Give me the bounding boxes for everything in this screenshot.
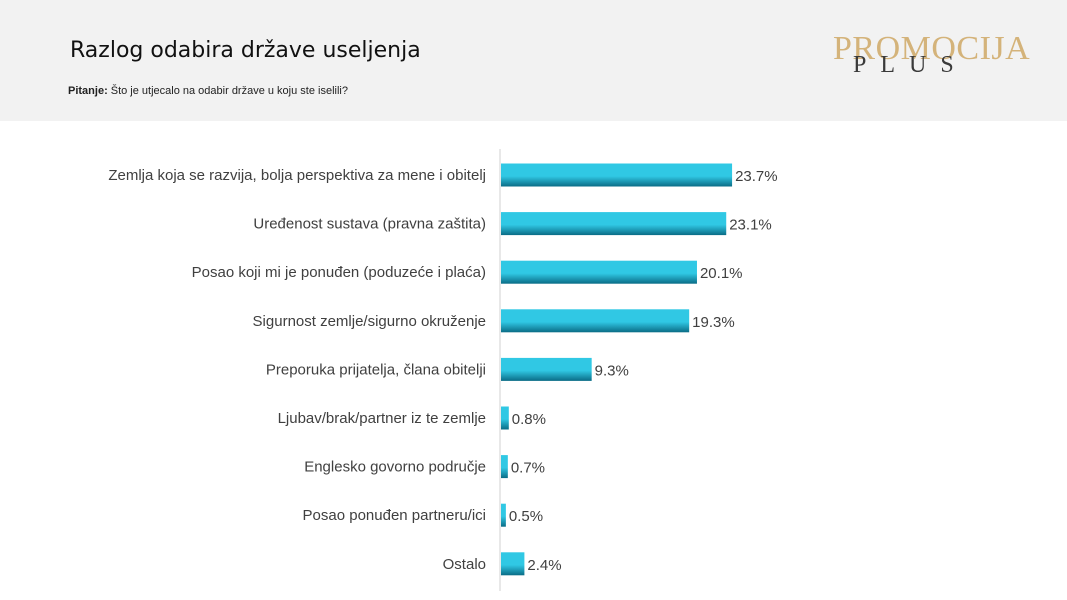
category-label: Sigurnost zemlje/sigurno okruženje [253,313,486,330]
category-label: Posao ponuđen partneru/ici [303,507,486,524]
category-label: Ostalo [443,556,486,573]
bar [501,552,525,576]
bar [501,309,690,333]
category-label: Englesko govorno područje [304,459,486,476]
value-label: 0.7% [511,460,545,477]
value-label: 23.1% [729,217,772,234]
category-label: Posao koji mi je ponuđen (poduzeće i pla… [192,264,486,281]
logo-sub-text: PLUS [853,52,968,78]
bar [501,260,697,284]
question-line: Pitanje: Što je utjecalo na odabir države… [68,85,348,97]
question-label: Pitanje: [68,85,108,97]
value-label: 9.3% [595,362,629,379]
bar [501,455,508,479]
bar [501,406,509,430]
value-label: 20.1% [700,265,743,282]
value-label: 23.7% [735,168,778,185]
bar-chart: Zemlja koja se razvija, bolja perspektiv… [108,149,778,591]
category-label: Zemlja koja se razvija, bolja perspektiv… [108,167,486,184]
promocija-plus-logo: PROMOCIJA PLUS [833,30,1043,90]
category-label: Ljubav/brak/partner iz te zemlje [278,410,486,427]
page-title: Razlog odabira države useljenja [70,38,421,63]
value-label: 0.8% [512,411,546,428]
category-label: Preporuka prijatelja, člana obitelji [266,361,486,378]
question-text: Što je utjecalo na odabir države u koju … [110,85,348,97]
category-label: Uređenost sustava (pravna zaštita) [253,216,486,233]
bar [501,212,727,236]
bar [501,357,592,381]
header-band: Razlog odabira države useljenja Pitanje:… [0,0,1067,121]
value-label: 0.5% [509,508,543,525]
logo-main-text: PROMOCIJA [833,30,1031,67]
bar [501,163,733,187]
value-label: 19.3% [692,314,735,331]
value-label: 2.4% [527,557,561,574]
bar [501,503,506,527]
